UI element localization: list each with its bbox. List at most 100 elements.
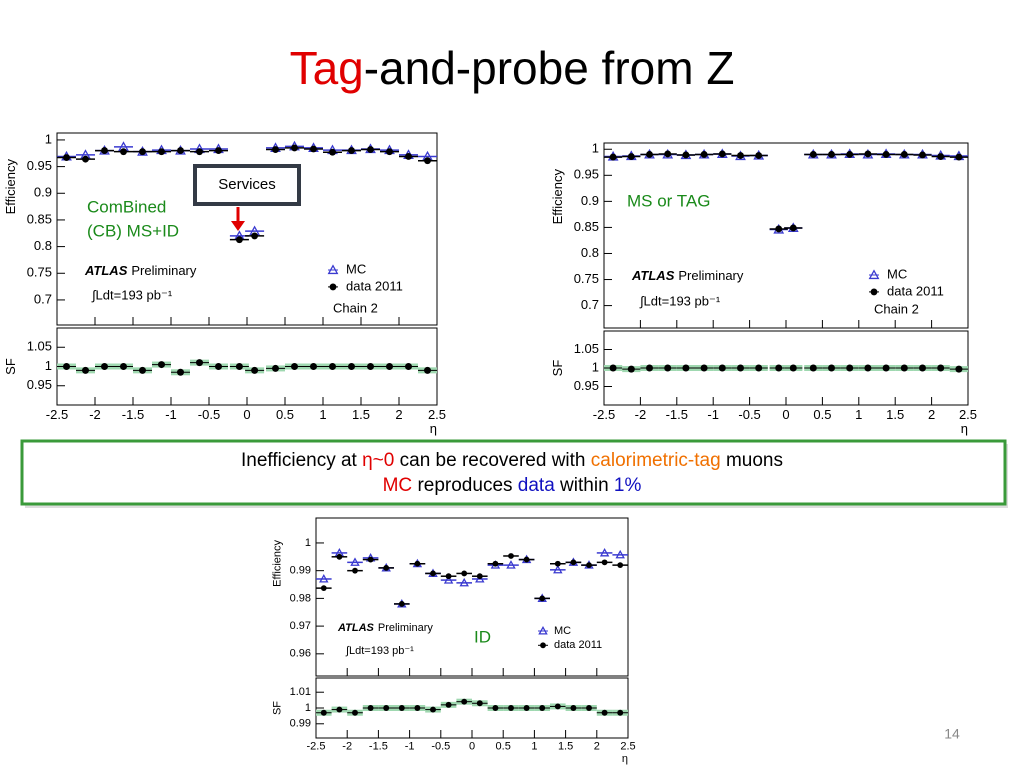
note-part: muons — [721, 450, 783, 471]
sf-point — [617, 709, 624, 716]
sf-point — [609, 364, 617, 372]
chain-label: Chain 2 — [333, 300, 378, 315]
marker-dot — [682, 151, 690, 159]
y-tick-label: 0.98 — [290, 592, 311, 604]
sf-point — [900, 364, 908, 372]
sf-point — [554, 703, 561, 710]
experiment-label: ATLAS Preliminary — [84, 263, 197, 278]
x-tick-label: -0.5 — [198, 407, 220, 422]
sf-point — [664, 364, 672, 372]
sf-point — [755, 364, 763, 372]
sf-point — [352, 709, 358, 716]
y-tick-label: 0.7 — [581, 297, 599, 312]
marker-dot — [329, 283, 337, 291]
marker-dot — [700, 151, 708, 158]
y-tick-label: 0.85 — [27, 211, 52, 226]
experiment: ATLAS — [337, 622, 375, 634]
y-tick-label: 0.95 — [574, 167, 599, 182]
marker-dot — [539, 595, 546, 602]
sf-point — [539, 705, 546, 711]
experiment: ATLAS — [631, 268, 675, 283]
y-tick-label: 1 — [45, 131, 52, 146]
marker-dot — [196, 148, 203, 156]
marker-dot — [215, 147, 222, 155]
marker-dot — [398, 601, 405, 607]
y-tick-label: 0.75 — [574, 271, 599, 286]
sf-tick-label: 1.01 — [290, 686, 311, 698]
sf-point — [290, 362, 299, 371]
marker-dot — [367, 146, 374, 153]
sf-tick-label: 1 — [305, 702, 311, 714]
x-tick-label: -1.5 — [666, 407, 688, 422]
y-tick-label: 0.85 — [574, 219, 599, 234]
marker-dot — [310, 145, 317, 153]
marker-dot — [348, 147, 355, 155]
marker-dot — [82, 155, 89, 163]
note-part: Inefficiency at — [241, 450, 362, 471]
sf-tick-label: 1 — [592, 359, 599, 374]
y-axis-label: Efficiency — [550, 169, 565, 225]
marker-dot — [809, 151, 817, 158]
marker-dot — [352, 567, 358, 574]
marker-triangle — [475, 574, 485, 583]
sf-point — [176, 368, 185, 376]
x-tick-label: -2 — [635, 407, 647, 422]
x-tick-label: 2 — [594, 741, 600, 753]
marker-dot — [617, 562, 624, 569]
marker-dot — [367, 556, 374, 563]
sf-point — [430, 706, 436, 713]
sf-point — [775, 364, 783, 372]
x-tick-label: -1 — [707, 407, 719, 422]
marker-dot — [789, 224, 797, 232]
note-part: can be recovered with — [394, 450, 590, 471]
marker-dot — [646, 151, 653, 158]
sf-point — [138, 366, 147, 374]
y-tick-label: 0.95 — [27, 158, 52, 173]
legend-label: data 2011 — [346, 278, 403, 293]
x-tick-label: 0 — [782, 407, 789, 422]
legend-label: MC — [554, 625, 571, 637]
sf-point — [570, 705, 577, 711]
marker-dot — [63, 154, 70, 161]
x-tick-label: 0 — [243, 407, 250, 422]
marker-dot — [383, 564, 390, 571]
sf-point — [523, 705, 530, 711]
x-tick-label: -1 — [165, 407, 177, 422]
sf-point — [508, 705, 514, 711]
marker-dot — [570, 559, 577, 566]
marker-dot — [864, 150, 872, 158]
marker-triangle — [868, 269, 880, 280]
sf-point — [955, 365, 963, 373]
experiment-label: ATLAS Preliminary — [337, 622, 433, 634]
sf-point — [827, 364, 836, 372]
luminosity: ∫Ldt=193 pb⁻¹ — [345, 645, 414, 657]
marker-triangle — [443, 575, 454, 584]
x-tick-label: 2 — [928, 407, 935, 422]
x-tick-label: 1 — [531, 741, 537, 753]
x-tick-label: -2.5 — [46, 407, 68, 422]
marker-dot — [120, 148, 127, 156]
sf-point — [367, 705, 374, 711]
title-part: Tag — [290, 42, 364, 94]
x-tick-label: -2 — [342, 741, 352, 753]
marker-dot — [523, 556, 530, 563]
y-tick-label: 0.97 — [290, 620, 311, 632]
sf-tick-label: 0.95 — [27, 377, 52, 392]
note-part: reproduces — [412, 475, 518, 496]
x-axis-label: η — [622, 753, 628, 765]
marker-dot — [882, 151, 890, 158]
sf-point — [320, 709, 327, 716]
luminosity: ∫Ldt=193 pb⁻¹ — [91, 287, 173, 302]
marker-dot — [492, 560, 499, 567]
chart-annotation: MS or TAG — [627, 191, 710, 210]
marker-dot — [664, 150, 672, 158]
sf-point — [398, 705, 405, 711]
callout-box — [193, 164, 301, 206]
marker-dot — [601, 559, 608, 566]
sf-point — [846, 364, 854, 372]
sf-point — [937, 364, 945, 372]
legend-label: data 2011 — [554, 639, 602, 651]
sf-point — [366, 362, 375, 371]
